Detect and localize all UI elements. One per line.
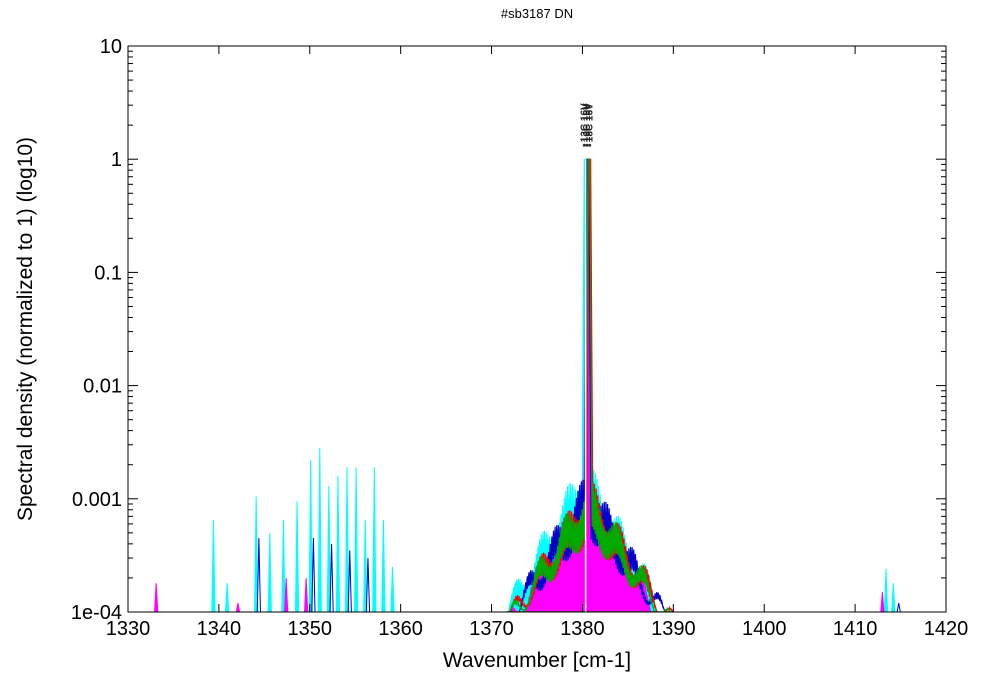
- y-tick-label-4: 1: [111, 149, 122, 171]
- series-2-line-5: [896, 602, 901, 612]
- series-0-line-16: [883, 568, 889, 612]
- series-2-band: [506, 158, 670, 612]
- series-2-line-3: [347, 550, 352, 612]
- series-2-line-4: [365, 557, 371, 612]
- y-tick-label-0: 1e-04: [71, 602, 122, 624]
- x-tick-label-7: 1400: [742, 618, 787, 640]
- series-2-line-0: [256, 538, 261, 612]
- y-tick-label-5: 10: [100, 36, 122, 58]
- y-tick-label-3: 0.1: [94, 262, 122, 284]
- series-0-line-14: [381, 519, 386, 612]
- series-0-line-3: [267, 532, 272, 612]
- series-0-line-17: [891, 583, 896, 612]
- series-0-line-5: [294, 501, 300, 612]
- series-1-line-3: [304, 577, 309, 612]
- series-1-line-0: [154, 583, 159, 612]
- x-tick-label-2: 1350: [288, 618, 333, 640]
- x-tick-label-3: 1360: [378, 618, 423, 640]
- x-tick-label-5: 1380: [560, 618, 605, 640]
- series-0-line-2: [254, 496, 259, 612]
- plot-area: [154, 158, 901, 612]
- series-0-line-10: [344, 467, 350, 612]
- series-1: [154, 158, 885, 612]
- series-0-line-7: [317, 448, 322, 612]
- x-axis-ticks: 1330 1340 1350 1360 1370 1380 1390 1400 1410 1420: [106, 46, 969, 640]
- annotation-label-2: 18C 16V: [585, 103, 596, 142]
- series-2-line-1: [311, 538, 316, 612]
- series-0-line-12: [363, 519, 368, 612]
- y-axis-ticks: 1e-04 0.001 0.01 0.1 1 10: [71, 36, 946, 624]
- plot-frame: [127, 45, 947, 613]
- x-tick-label-9: 1420: [924, 618, 969, 640]
- series-0-line-11: [354, 467, 359, 612]
- x-axis-label: Wavenumber [cm-1]: [443, 649, 631, 672]
- series-0-line-13: [372, 467, 377, 612]
- x-tick-label-4: 1370: [469, 618, 514, 640]
- y-tick-label-2: 0.01: [83, 376, 122, 398]
- annotation-label-1: 16C 16V: [582, 103, 593, 142]
- y-tick-label-1: 0.001: [72, 489, 122, 511]
- annotation-marker-0: [582, 143, 586, 147]
- series-1-line-4: [880, 592, 885, 612]
- x-tick-label-8: 1410: [833, 618, 878, 640]
- x-tick-label-1: 1340: [197, 618, 242, 640]
- annotation-label-0: 13C 16V: [579, 103, 590, 142]
- series-0-line-9: [335, 475, 341, 612]
- annotation-marker-1: [585, 143, 589, 147]
- series-0-line-0: [211, 519, 216, 612]
- x-tick-label-6: 1390: [651, 618, 696, 640]
- series-0-line-1: [224, 583, 230, 612]
- series-1-line-1: [235, 602, 241, 612]
- series-2: [256, 158, 901, 612]
- series-1-line-2: [284, 577, 289, 612]
- series-0-line-15: [390, 566, 395, 612]
- series-0-line-4: [281, 519, 286, 612]
- y-axis-label: Spectral density (normalized to 1) (log1…: [14, 137, 37, 521]
- chart-title: #sb3187 DN: [501, 6, 573, 21]
- series-0-line-8: [326, 485, 331, 612]
- series-2-line-2: [329, 543, 334, 612]
- annotation-marker-2: [588, 143, 592, 147]
- x-tick-label-0: 1330: [106, 618, 151, 640]
- series-0-line-6: [308, 460, 313, 612]
